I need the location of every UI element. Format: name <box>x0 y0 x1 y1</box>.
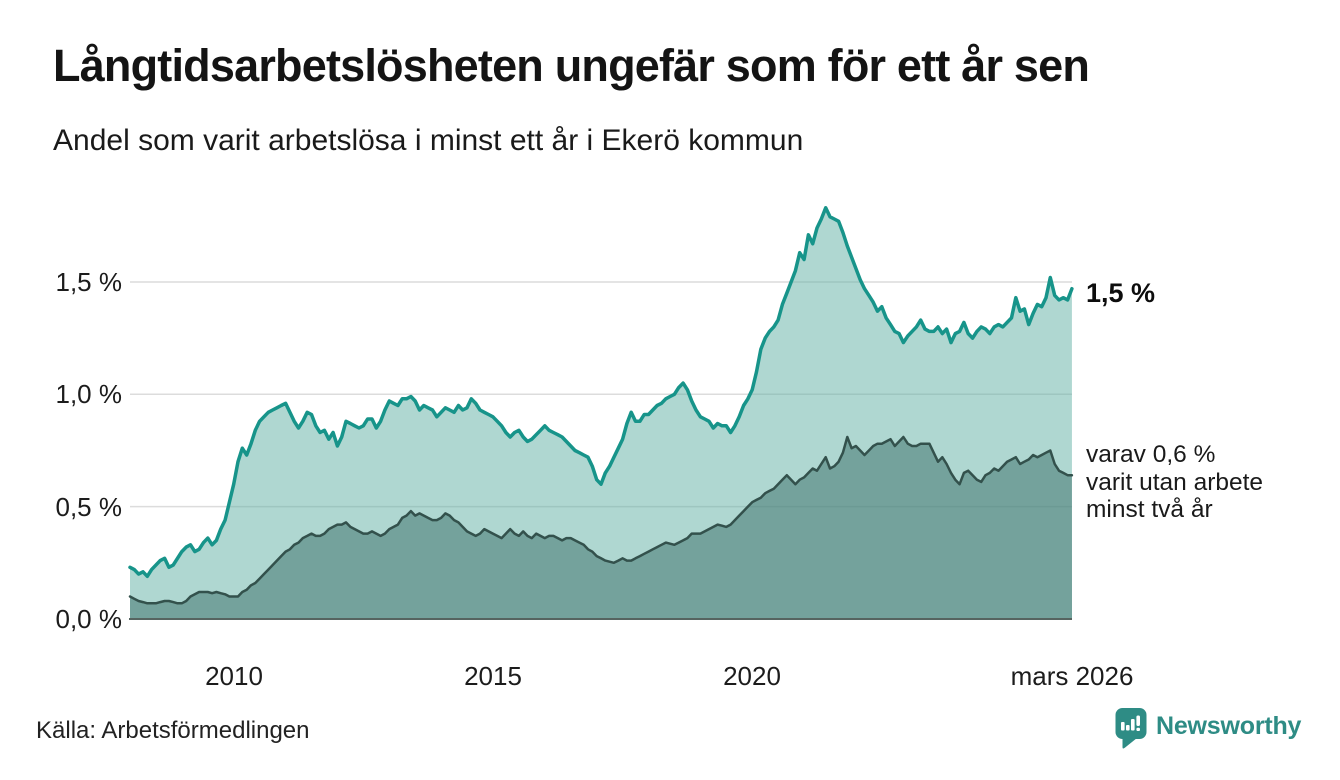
source-credit: Källa: Arbetsförmedlingen <box>36 717 310 744</box>
y-tick-0: 1,5 % <box>55 267 123 297</box>
series2-annotation: varav 0,6 % varit utan arbete minst två … <box>1086 441 1263 524</box>
y-tick-2: 0,5 % <box>55 492 123 522</box>
newsworthy-bubble-chart-icon <box>1114 707 1148 756</box>
x-tick-3: mars 2026 <box>1010 661 1134 691</box>
page-title: Långtidsarbetslösheten ungefär som för e… <box>53 40 1090 91</box>
newsworthy-logo[interactable]: Newsworthy <box>1114 707 1301 756</box>
y-tick-1: 1,0 % <box>55 379 123 409</box>
series-latest-value-label: 1,5 % <box>1086 278 1156 308</box>
x-tick-1: 2015 <box>464 661 522 691</box>
x-tick-2: 2020 <box>723 661 781 691</box>
annotation-line-3: minst två år <box>1086 496 1213 523</box>
x-tick-0: 2010 <box>205 661 263 691</box>
annotation-line-2: varit utan arbete <box>1086 468 1264 496</box>
annotation-line-1: varav 0,6 % <box>1086 441 1216 468</box>
y-tick-3: 0,0 % <box>55 604 123 634</box>
chart-subtitle: Andel som varit arbetslösa i minst ett å… <box>53 124 804 157</box>
newsworthy-logo-text: Newsworthy <box>1156 712 1302 740</box>
